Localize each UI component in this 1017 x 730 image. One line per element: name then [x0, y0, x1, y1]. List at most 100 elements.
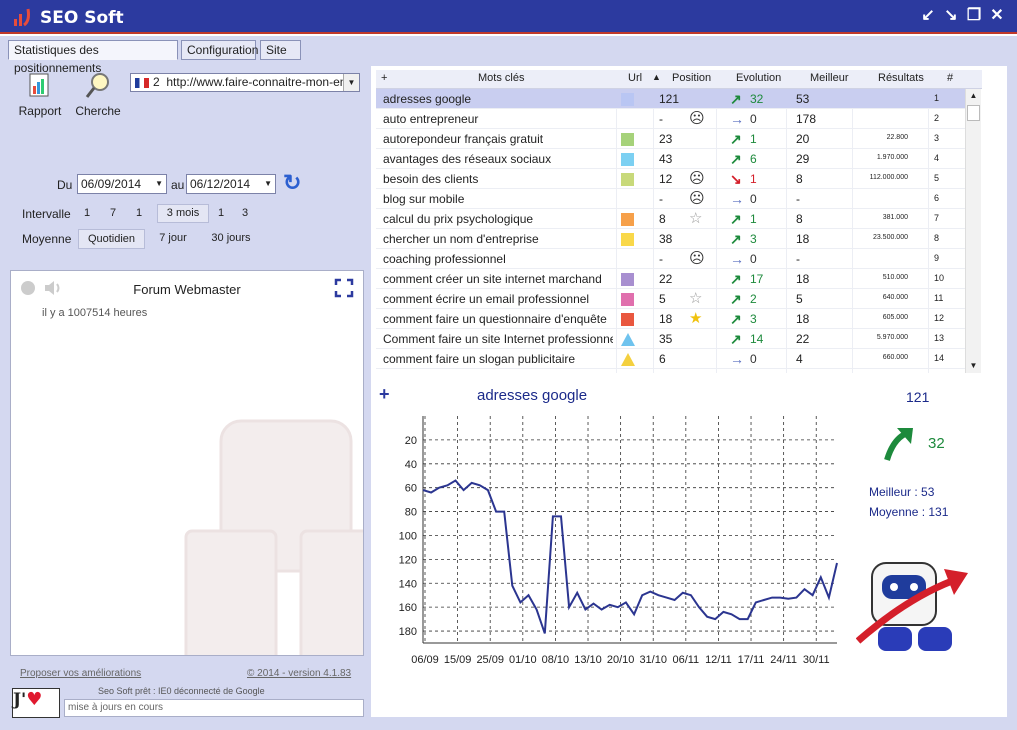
table-row[interactable]: comment faire un website54→03715.200.000…	[376, 369, 965, 373]
y-tick-label: 80	[405, 507, 417, 519]
add-keyword-button[interactable]: +	[381, 72, 388, 84]
table-row[interactable]: adresses google 121 ↗ 32 53 1	[376, 89, 965, 109]
evolution-up-icon: ↗	[730, 151, 742, 167]
version-link[interactable]: © 2014 - version 4.1.83	[247, 668, 352, 679]
heart-icon: ♥	[26, 689, 43, 710]
col-best[interactable]: Meilleur	[810, 72, 849, 84]
scroll-down-icon[interactable]: ▼	[969, 361, 978, 370]
table-row[interactable]: auto entrepreneur - ☹ → 0 178 2	[376, 109, 965, 129]
intervalle-option[interactable]: 3	[241, 207, 249, 219]
moyenne-option[interactable]: 30 jours	[211, 232, 251, 244]
restore-icon[interactable]: ↘	[944, 7, 958, 24]
index-cell: 4	[934, 153, 940, 163]
table-row[interactable]: blog sur mobile - ☹ → 0 - 6	[376, 189, 965, 209]
moyenne-option[interactable]: 7 jour	[159, 232, 187, 244]
best-cell: 8	[796, 172, 803, 186]
table-row[interactable]: comment créer un site internet marchand 2…	[376, 269, 965, 289]
table-row[interactable]: comment écrire un email professionnel 5 ☆ ↗…	[376, 289, 965, 309]
site-number: 2	[153, 75, 160, 89]
table-row[interactable]: calcul du prix psychologique 8 ☆ ↗ 1 8 381.000…	[376, 209, 965, 229]
date-to-field[interactable]: 06/12/2014 ▼	[186, 174, 276, 194]
speaker-icon[interactable]	[43, 279, 63, 297]
position-cell: -	[659, 252, 663, 266]
x-tick-label: 06/11	[672, 654, 699, 666]
chevron-down-icon[interactable]: ▼	[155, 179, 163, 188]
moyenne-label: Moyenne	[22, 232, 72, 246]
keyword-cell: comment faire un slogan publicitaire	[383, 352, 576, 366]
tab-configuration[interactable]: Configuration	[181, 40, 258, 60]
keyword-cell: comment créer un site internet marchand	[383, 272, 602, 286]
detail-position: 121	[906, 389, 930, 405]
au-label: au	[171, 178, 185, 192]
col-keyword[interactable]: Mots clés	[478, 72, 525, 84]
scroll-up-icon[interactable]: ▲	[969, 91, 978, 100]
table-scrollbar[interactable]: ▲ ▼	[965, 89, 981, 373]
refresh-icon[interactable]: ↻	[283, 170, 302, 195]
date-from-field[interactable]: 06/09/2014 ▼	[77, 174, 167, 194]
table-row[interactable]: besoin des clients 12 ☹ ↘ 1 8 112.000.000 5	[376, 169, 965, 189]
evolution-cell: 0	[750, 352, 757, 366]
position-cell: 6	[659, 352, 666, 366]
chevron-down-icon[interactable]: ▼	[264, 179, 272, 188]
keyword-cell: blog sur mobile	[383, 192, 465, 206]
col-index[interactable]: #	[947, 72, 954, 84]
client-area: Statistiques des positionnements Configu…	[0, 36, 1017, 730]
cherche-button[interactable]: Cherche	[74, 70, 122, 118]
y-tick-label: 180	[399, 626, 417, 638]
col-position[interactable]: Position	[672, 72, 712, 84]
intervalle-option[interactable]: 1	[135, 207, 143, 219]
table-row[interactable]: Comment faire un site Internet professio…	[376, 329, 965, 349]
evolution-up-icon	[884, 428, 913, 461]
position-cell: 12	[659, 172, 673, 186]
table-row[interactable]: comment faire un questionnaire d'enquête…	[376, 309, 965, 329]
series-line	[422, 479, 838, 634]
col-results[interactable]: Résultats	[878, 72, 924, 84]
index-cell: 3	[934, 133, 940, 143]
evolution-cell: 1	[750, 132, 757, 146]
results-cell: 510.000	[882, 274, 908, 281]
rapport-button[interactable]: Rapport	[16, 70, 64, 118]
close-icon[interactable]: ✕	[990, 7, 1004, 24]
position-cell: 8	[659, 212, 666, 226]
intervalle-option[interactable]: 7	[109, 207, 117, 219]
table-row[interactable]: comment faire un slogan publicitaire 6 → 0 4…	[376, 349, 965, 369]
table-row[interactable]: chercher un nom d'entreprise 38 ↗ 3 18 23.500…	[376, 229, 965, 249]
table-row[interactable]: coaching professionnel - ☹ → 0 - 9	[376, 249, 965, 269]
sort-asc-icon[interactable]: ▲	[652, 72, 661, 82]
back-icon[interactable]	[19, 279, 37, 297]
x-tick-label: 31/10	[639, 654, 667, 666]
col-url[interactable]: Url	[628, 72, 643, 84]
maximize-icon[interactable]: ❐	[966, 7, 982, 24]
best-cell: 8	[796, 212, 803, 226]
sad-face-icon: ☹	[689, 170, 705, 187]
tab-statistiques[interactable]: Statistiques des positionnements	[8, 40, 178, 75]
moyenne-option-selected[interactable]: Quotidien	[78, 229, 145, 249]
url-color-icon	[621, 133, 634, 146]
x-tick-label: 30/11	[803, 654, 830, 666]
tab-site[interactable]: Site	[260, 40, 301, 60]
col-evolution[interactable]: Evolution	[736, 72, 782, 84]
table-row[interactable]: autorepondeur français gratuit 23 ↗ 1 20 22.8…	[376, 129, 965, 149]
scroll-thumb[interactable]	[967, 105, 980, 121]
fullscreen-icon[interactable]	[334, 278, 354, 298]
suggest-link[interactable]: Proposer vos améliorations	[20, 668, 142, 679]
minimize-icon[interactable]: ↙	[921, 7, 935, 24]
detail-add-button[interactable]: +	[379, 384, 390, 404]
keyword-cell: comment écrire un email professionnel	[383, 292, 590, 306]
best-cell: 18	[796, 312, 810, 326]
intervalle-option[interactable]: 1	[83, 207, 91, 219]
evolution-cell: 0	[750, 192, 757, 206]
chevron-down-icon[interactable]: ▼	[343, 74, 359, 91]
table-row[interactable]: avantages des réseaux sociaux 43 ↗ 6 29 1.970…	[376, 149, 965, 169]
intervalle-option-selected[interactable]: 3 mois	[157, 204, 209, 223]
update-status-field: mise à jours en cours	[64, 699, 364, 717]
sad-face-icon: ☹	[689, 250, 705, 267]
index-cell: 2	[934, 113, 940, 123]
star-gold-icon: ★	[689, 310, 703, 327]
sad-face-icon: ☹	[689, 110, 705, 127]
keywords-panel: + Mots clés Url ▲ Position Evolution Mei…	[371, 66, 1007, 717]
intervalle-option[interactable]: 1	[217, 207, 225, 219]
app-brand-logo[interactable]: J'♥	[12, 688, 60, 718]
y-tick-label: 20	[405, 435, 417, 447]
site-select[interactable]: 2 http://www.faire-connaitre-mon-en ▼	[130, 73, 360, 92]
